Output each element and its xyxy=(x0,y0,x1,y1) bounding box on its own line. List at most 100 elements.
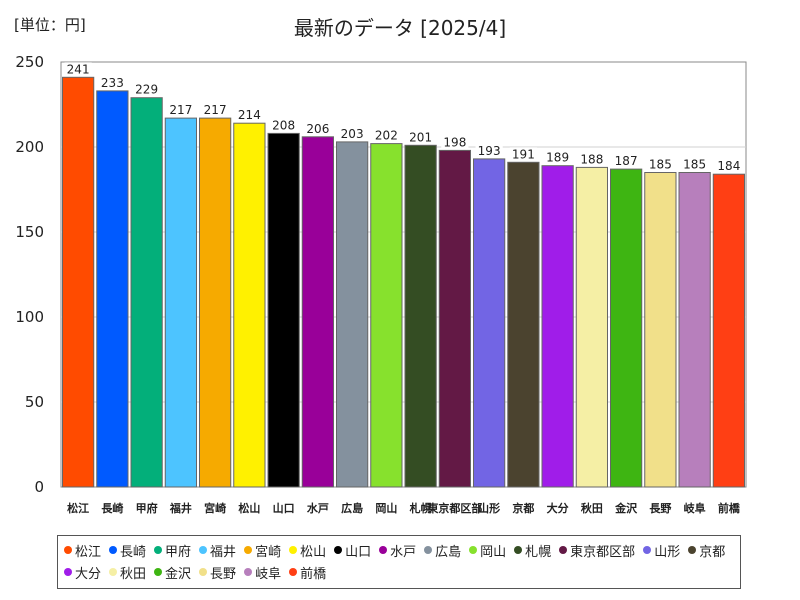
value-label: 233 xyxy=(101,76,124,90)
bar xyxy=(130,97,163,488)
value-label-bg xyxy=(646,157,674,172)
x-tick-label: 長崎 xyxy=(101,501,123,515)
x-tick-label: 広島 xyxy=(341,501,363,515)
value-label: 217 xyxy=(204,103,227,117)
y-tick-label: 200 xyxy=(15,138,44,156)
x-tick-label: 山形 xyxy=(478,501,500,515)
bar xyxy=(164,117,197,488)
value-label-bg xyxy=(578,152,606,167)
bar xyxy=(96,90,129,488)
bar-chart: 241 233 229 217 217 214 208 206 203 202 201 198 193 1… xyxy=(15,53,747,515)
x-tick-label: 大分 xyxy=(547,501,569,515)
legend-label: 松江 xyxy=(75,544,102,560)
value-label-bg xyxy=(681,157,709,172)
bar xyxy=(370,143,403,488)
legend-marker xyxy=(688,546,697,554)
value-label-bg xyxy=(98,75,126,90)
value-label-bg xyxy=(304,121,332,136)
value-label-bg xyxy=(475,143,503,158)
legend-marker xyxy=(64,546,72,554)
legend-item: 岡山 xyxy=(469,539,506,561)
x-tick-label: 山口 xyxy=(273,501,295,515)
value-label-bg xyxy=(612,154,640,169)
bar xyxy=(62,76,95,488)
bar xyxy=(712,173,745,488)
value-label: 214 xyxy=(238,108,261,122)
legend-item: 宮崎 xyxy=(244,539,281,561)
value-label: 184 xyxy=(717,159,740,173)
value-label: 206 xyxy=(306,122,329,136)
value-label-bg xyxy=(64,62,92,77)
value-label: 189 xyxy=(546,151,569,165)
plot-area-frame xyxy=(60,61,747,488)
value-label: 241 xyxy=(67,62,90,76)
x-tick-label: 京都 xyxy=(512,501,534,515)
value-label: 203 xyxy=(341,127,364,141)
value-label: 229 xyxy=(135,83,158,97)
bar xyxy=(575,166,608,488)
x-tick-label: 甲府 xyxy=(136,501,158,515)
x-tick-label: 秋田 xyxy=(581,501,603,515)
legend-item: 水戸 xyxy=(379,539,416,561)
legend-marker xyxy=(559,546,568,554)
legend-marker xyxy=(154,546,163,554)
legend-item: 山口 xyxy=(334,539,371,561)
legend-item: 長崎 xyxy=(109,539,146,561)
legend-marker xyxy=(109,546,118,554)
bar xyxy=(541,165,574,488)
x-tick-label: 福井 xyxy=(169,501,192,515)
x-tick-label: 岐阜 xyxy=(684,501,706,515)
y-tick-label: 100 xyxy=(15,308,44,326)
x-tick-label: 金沢 xyxy=(614,501,638,515)
legend-label: 松山 xyxy=(300,544,327,560)
x-tick-label: 宮崎 xyxy=(204,501,226,515)
bar xyxy=(438,149,471,488)
bar xyxy=(507,161,540,488)
legend-marker xyxy=(289,568,298,576)
legend-item: 金沢 xyxy=(154,561,191,583)
legend-marker xyxy=(643,546,652,554)
value-label-bg xyxy=(544,150,572,165)
legend-item: 松江 xyxy=(64,539,101,561)
legend-label: 岡山 xyxy=(480,544,507,560)
legend-item: 東京都区部 xyxy=(559,539,635,561)
legend-marker xyxy=(64,568,72,576)
legend-item: 甲府 xyxy=(154,539,191,561)
y-tick-label: 250 xyxy=(15,53,44,71)
legend-label: 山形 xyxy=(654,544,681,560)
bar xyxy=(644,172,677,488)
legend-item: 岐阜 xyxy=(244,561,281,583)
unit-label: [単位：円] xyxy=(14,16,86,34)
legend-marker xyxy=(334,546,343,554)
legend-item: 山形 xyxy=(643,539,680,561)
legend-marker xyxy=(244,568,253,576)
legend-label: 長野 xyxy=(210,566,237,582)
value-label-bg xyxy=(270,118,298,133)
x-tick-label: 松江 xyxy=(67,501,89,515)
legend-label: 甲府 xyxy=(165,544,192,560)
legend-marker xyxy=(199,546,208,554)
value-label: 198 xyxy=(443,135,466,149)
bar xyxy=(199,117,232,488)
legend-item: 京都 xyxy=(688,539,725,561)
legend-label: 秋田 xyxy=(120,566,147,582)
x-tick-label: 長野 xyxy=(649,502,671,515)
y-tick-label: 50 xyxy=(25,393,44,411)
value-label: 202 xyxy=(375,129,398,143)
legend-label: 福井 xyxy=(210,544,237,560)
legend-label: 東京都区部 xyxy=(570,544,636,560)
value-label-bg xyxy=(372,128,400,143)
value-label-bg xyxy=(509,147,537,162)
legend-marker xyxy=(379,546,388,554)
value-label: 201 xyxy=(409,130,432,144)
legend-marker xyxy=(154,568,163,576)
x-tick-label: 札幌 xyxy=(409,501,432,515)
legend-item: 福井 xyxy=(199,539,236,561)
value-label-bg xyxy=(338,126,366,141)
value-label-bg xyxy=(407,130,435,145)
legend-item: 札幌 xyxy=(514,539,551,561)
legend-item: 大分 xyxy=(64,561,101,583)
legend-label: 山口 xyxy=(345,544,372,560)
legend-label: 札幌 xyxy=(525,544,552,560)
x-tick-label: 松山 xyxy=(238,501,260,515)
